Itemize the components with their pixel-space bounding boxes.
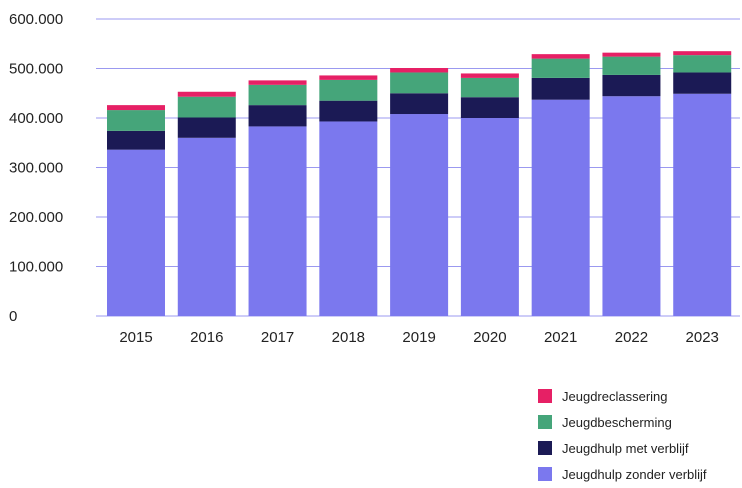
- y-tick-label: 600.000: [9, 11, 63, 28]
- bar-segment-jeugdreclassering-2019: [390, 68, 449, 73]
- bar-segment-jeugdreclassering-2016: [177, 91, 236, 97]
- stacked-bar-chart: 0 100.000 200.000 300.000 400.000 500.000 600.…: [9, 11, 740, 346]
- legend-item-jeugdhulp-zonder-verblijf: Jeugdhulp zonder verblijf: [538, 462, 707, 486]
- bar-segment-jeugdbescherming-2016: [177, 96, 236, 118]
- bar-segment-jeugdhulp-met-verblijf-2021: [531, 77, 590, 100]
- y-tick-label: 100.000: [9, 259, 63, 276]
- bar-segment-jeugdreclassering-2017: [248, 80, 307, 85]
- y-tick-label: 0: [9, 308, 17, 325]
- bar-segment-jeugdhulp-zonder-verblijf-2015: [107, 149, 165, 316]
- legend-item-jeugdhulp-met-verblijf: Jeugdhulp met verblijf: [538, 436, 707, 460]
- bar-segment-jeugdhulp-zonder-verblijf-2021: [531, 99, 590, 316]
- x-tick-label: 2017: [261, 329, 294, 346]
- bar-segment-jeugdbescherming-2022: [602, 56, 661, 75]
- y-tick-label: 500.000: [9, 61, 63, 78]
- legend-label: Jeugdhulp zonder verblijf: [562, 466, 707, 482]
- x-tick-label: 2021: [544, 329, 577, 346]
- bar-segment-jeugdhulp-met-verblijf-2022: [602, 74, 661, 97]
- bar-segment-jeugdbescherming-2020: [460, 77, 519, 98]
- bar-segment-jeugdhulp-zonder-verblijf-2017: [248, 126, 307, 316]
- x-tick-label: 2020: [473, 329, 506, 346]
- x-tick-label: 2019: [402, 329, 435, 346]
- x-axis-ticks: 2015 2016 2017 2018 2019 2020 2021 2022 2023: [119, 329, 719, 346]
- x-tick-label: 2022: [615, 329, 648, 346]
- bar-segment-jeugdreclassering-2021: [531, 54, 590, 59]
- legend-swatch: [538, 389, 552, 403]
- bar-segment-jeugdhulp-met-verblijf-2016: [177, 117, 236, 138]
- legend-swatch: [538, 441, 552, 455]
- bar-segment-jeugdhulp-zonder-verblijf-2016: [177, 137, 236, 316]
- bar-segment-jeugdhulp-zonder-verblijf-2020: [460, 118, 519, 316]
- bar-segment-jeugdreclassering-2015: [107, 105, 165, 111]
- legend-label: Jeugdhulp met verblijf: [562, 440, 689, 456]
- bar-segment-jeugdhulp-met-verblijf-2019: [390, 93, 449, 115]
- y-tick-label: 400.000: [9, 110, 63, 127]
- bar-segment-jeugdhulp-zonder-verblijf-2022: [602, 96, 661, 316]
- bar-segment-jeugdbescherming-2017: [248, 84, 307, 106]
- x-tick-label: 2016: [190, 329, 223, 346]
- legend-label: Jeugdbescherming: [562, 414, 672, 430]
- bar-segment-jeugdhulp-zonder-verblijf-2023: [673, 93, 732, 317]
- bar-segment-jeugdhulp-zonder-verblijf-2019: [390, 114, 449, 316]
- legend-swatch: [538, 467, 552, 481]
- bar-segment-jeugdreclassering-2020: [460, 73, 519, 78]
- bar-segment-jeugdreclassering-2023: [673, 51, 732, 56]
- bar-segment-jeugdhulp-met-verblijf-2020: [460, 97, 519, 118]
- bar-segment-jeugdreclassering-2018: [319, 75, 378, 80]
- x-tick-label: 2023: [686, 329, 719, 346]
- y-tick-label: 300.000: [9, 160, 63, 177]
- bar-segment-jeugdbescherming-2019: [390, 72, 449, 94]
- y-axis-ticks: 0 100.000 200.000 300.000 400.000 500.000 600.…: [9, 11, 63, 325]
- bar-segment-jeugdbescherming-2018: [319, 79, 378, 101]
- bar-segment-jeugdhulp-zonder-verblijf-2018: [319, 121, 378, 316]
- legend-item-jeugdreclassering: Jeugdreclassering: [538, 384, 707, 408]
- bar-segment-jeugdhulp-met-verblijf-2017: [248, 105, 307, 127]
- legend: Jeugdreclassering Jeugdbescherming Jeugd…: [538, 384, 707, 488]
- bars: [107, 51, 732, 317]
- bar-segment-jeugdreclassering-2022: [602, 52, 661, 57]
- y-tick-label: 200.000: [9, 209, 63, 226]
- legend-swatch: [538, 415, 552, 429]
- bar-segment-jeugdbescherming-2023: [673, 55, 732, 73]
- legend-item-jeugdbescherming: Jeugdbescherming: [538, 410, 707, 434]
- bar-segment-jeugdbescherming-2021: [531, 58, 590, 78]
- bar-segment-jeugdhulp-met-verblijf-2023: [673, 72, 732, 94]
- legend-label: Jeugdreclassering: [562, 388, 668, 404]
- x-tick-label: 2015: [119, 329, 152, 346]
- x-tick-label: 2018: [332, 329, 365, 346]
- bar-segment-jeugdhulp-met-verblijf-2015: [107, 130, 165, 150]
- bar-segment-jeugdhulp-met-verblijf-2018: [319, 100, 378, 122]
- bar-segment-jeugdbescherming-2015: [107, 110, 165, 131]
